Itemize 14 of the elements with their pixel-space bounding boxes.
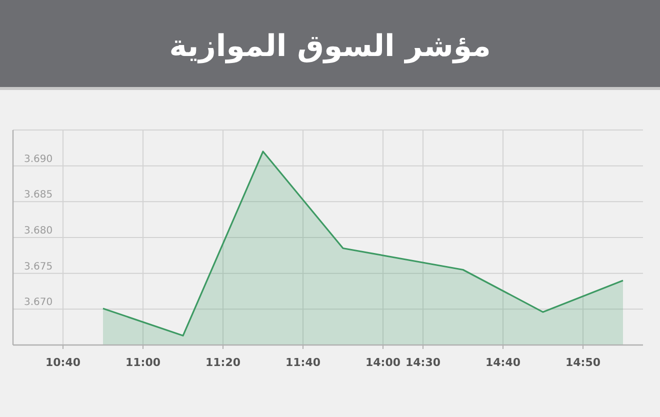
title: مؤشر السوق الموازية [169, 29, 491, 64]
ytick: 3.690 [24, 154, 53, 165]
xtick: 14:40 [486, 356, 520, 369]
ytick: 3.680 [24, 226, 53, 236]
ytick: 3.685 [24, 190, 53, 201]
xtick: 10:40 [46, 356, 80, 369]
ytick: 3.670 [24, 297, 53, 308]
xtick: 14:00 [366, 356, 400, 369]
xtick: 11:40 [286, 356, 320, 369]
xtick: 11:20 [206, 356, 240, 369]
xtick: 14:50 [566, 356, 600, 369]
ytick: 3.675 [24, 261, 53, 272]
xtick: 14:30 [406, 356, 440, 369]
xtick: 11:00 [126, 356, 160, 369]
